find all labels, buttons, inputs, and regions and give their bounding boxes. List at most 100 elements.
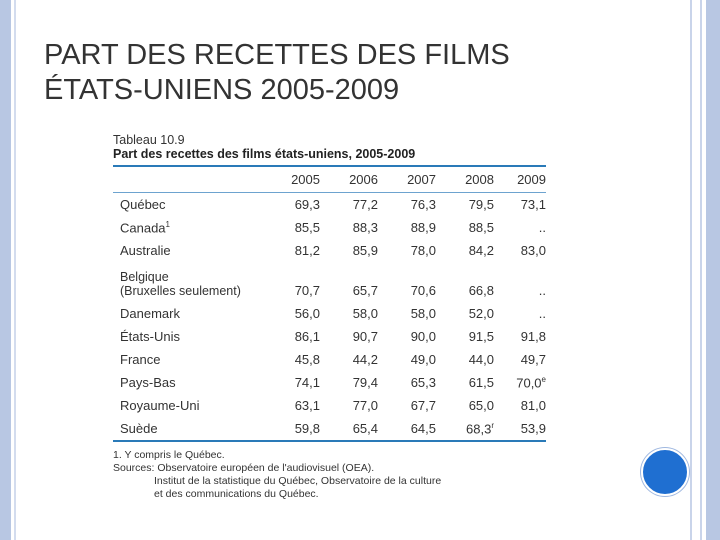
table-row: Pays-Bas 74,1 79,4 65,3 61,5 70,0e [113, 371, 546, 394]
row-value: 64,5 [410, 421, 436, 436]
row-value: 70,7 [294, 283, 320, 298]
table-row: France 45,8 44,2 49,0 44,0 49,7 [113, 348, 546, 371]
header-year: 2005 [291, 172, 320, 187]
row-country: Canada1 [113, 216, 262, 239]
row-value: 90,7 [352, 329, 378, 344]
sources-line: Institut de la statistique du Québec, Ob… [154, 475, 442, 487]
row-value: 68,3r [436, 417, 494, 440]
sources-line: Sources: Observatoire européen de l'audi… [113, 462, 375, 474]
right-frame-bar [706, 0, 720, 540]
row-value: 77,2 [352, 197, 378, 212]
table-label: Tableau 10.9 [113, 133, 185, 147]
row-value: 69,3 [294, 197, 320, 212]
row-value: 65,4 [352, 421, 378, 436]
row-value: 91,5 [468, 329, 494, 344]
row-value: 58,0 [410, 306, 436, 321]
row-country: États-Unis [120, 329, 180, 344]
row-country: Danemark [120, 306, 180, 321]
header-rule [113, 192, 546, 193]
table-row: Danemark 56,0 58,0 58,0 52,0 .. [113, 302, 546, 325]
header-year: 2008 [465, 172, 494, 187]
footnote-marker: 1 [165, 219, 170, 229]
row-value: 88,9 [410, 220, 436, 235]
row-value: 63,1 [294, 398, 320, 413]
row-country: Australie [120, 243, 171, 258]
row-value: 45,8 [294, 352, 320, 367]
header-year: 2006 [349, 172, 378, 187]
row-value: 53,9 [520, 421, 546, 436]
row-value: 88,5 [468, 220, 494, 235]
row-value: 65,0 [468, 398, 494, 413]
row-value: 88,3 [352, 220, 378, 235]
value-text: 68,3 [466, 421, 492, 437]
row-value: 84,2 [468, 243, 494, 258]
row-value: 78,0 [410, 243, 436, 258]
slide-title-line: ÉTATS-UNIENS 2005-2009 [44, 74, 400, 106]
row-country: Royaume-Uni [120, 398, 200, 413]
table-row: Royaume-Uni 63,1 77,0 67,7 65,0 81,0 [113, 394, 546, 417]
row-value: 81,0 [520, 398, 546, 413]
table-row: Québec 69,3 77,2 76,3 79,5 73,1 [113, 193, 546, 216]
table-bottom-rule [113, 440, 546, 442]
row-value: 86,1 [294, 329, 320, 344]
row-value: 79,5 [468, 197, 494, 212]
row-value: 56,0 [294, 306, 320, 321]
row-value: 52,0 [468, 306, 494, 321]
country-subtitle: (Bruxelles seulement) [120, 284, 241, 298]
slide-title-line: PART DES RECETTES DES FILMS [44, 39, 510, 71]
table-notes: 1. Y compris le Québec. Sources: Observa… [113, 449, 546, 501]
table-header-row: 2005 2006 2007 2008 2009 [113, 167, 546, 192]
sources-line: et des communications du Québec. [154, 488, 319, 500]
table-figure: Tableau 10.9 Part des recettes des films… [113, 133, 546, 501]
table-top-rule [113, 165, 546, 167]
table-row: Suède 59,8 65,4 64,5 68,3r 53,9 [113, 417, 546, 440]
row-value: 90,0 [410, 329, 436, 344]
row-value: .. [538, 220, 546, 235]
row-value: 70,0e [494, 371, 546, 394]
row-value: 44,2 [352, 352, 378, 367]
header-country [113, 167, 262, 192]
right-frame-line [690, 0, 692, 540]
footnote: 1. Y compris le Québec. [113, 449, 225, 461]
right-frame-line [700, 0, 702, 540]
footnote-marker: e [541, 374, 546, 384]
country-name: Belgique [120, 270, 169, 284]
value-text: 70,0 [516, 375, 542, 391]
slide-title: PART DES RECETTES DES FILMS ÉTATS-UNIENS… [44, 38, 510, 108]
row-value: 83,0 [520, 243, 546, 258]
row-value: 81,2 [294, 243, 320, 258]
table-row: États-Unis 86,1 90,7 90,0 91,5 91,8 [113, 325, 546, 348]
row-value: 91,8 [520, 329, 546, 344]
row-value: 66,8 [468, 283, 494, 298]
table-row: Australie 81,2 85,9 78,0 84,2 83,0 [113, 239, 546, 262]
row-value: 67,7 [410, 398, 436, 413]
row-value: .. [538, 283, 546, 298]
table-row: Belgique (Bruxelles seulement) 70,7 65,7 … [113, 262, 546, 302]
row-value: 73,1 [520, 197, 546, 212]
row-value: 76,3 [410, 197, 436, 212]
header-year: 2009 [517, 172, 546, 187]
blue-circle-decoration [641, 448, 689, 496]
row-value: 77,0 [352, 398, 378, 413]
table-caption: Part des recettes des films états-uniens… [113, 147, 416, 161]
row-value: 70,6 [410, 283, 436, 298]
row-country: France [120, 352, 161, 367]
row-value: 49,0 [410, 352, 436, 367]
row-value: 74,1 [294, 375, 320, 390]
header-year: 2007 [407, 172, 436, 187]
row-value: 58,0 [352, 306, 378, 321]
row-value: 65,7 [352, 283, 378, 298]
row-country: Suède [120, 421, 158, 436]
row-value: 59,8 [294, 421, 320, 436]
data-table: 2005 2006 2007 2008 2009 Québec 69,3 77,… [113, 167, 546, 440]
row-value: 85,5 [294, 220, 320, 235]
footnote-marker: r [491, 420, 494, 430]
row-value: 65,3 [410, 375, 436, 390]
row-value: 61,5 [468, 375, 494, 390]
row-value: 79,4 [352, 375, 378, 390]
left-frame-bar [0, 0, 11, 540]
row-country: Belgique (Bruxelles seulement) [113, 262, 262, 302]
row-country: Pays-Bas [120, 375, 176, 390]
row-value: 49,7 [520, 352, 546, 367]
country-name: Canada [120, 220, 166, 236]
